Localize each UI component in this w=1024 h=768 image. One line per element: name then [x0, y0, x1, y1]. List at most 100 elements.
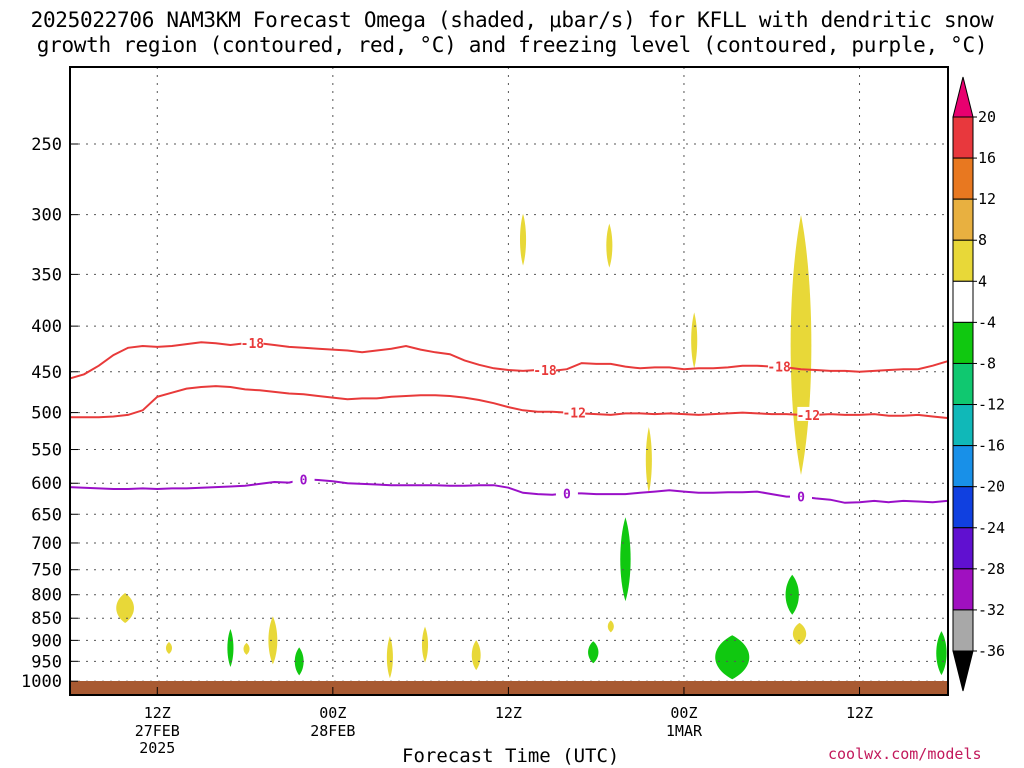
- y-tick-label: 550: [31, 441, 62, 461]
- contour-label-bg: [241, 335, 264, 350]
- contour-label: -12: [797, 409, 820, 424]
- omega-region: [792, 622, 807, 645]
- contour-label-bg: [768, 358, 791, 373]
- contour-label-bg: [555, 485, 578, 500]
- y-tick-label: 350: [31, 265, 62, 285]
- colorbar-segment: [952, 362, 974, 406]
- colorbar-label: -8: [978, 354, 996, 372]
- y-tick-label: 700: [31, 534, 62, 554]
- y-tick-label: 800: [31, 586, 62, 606]
- omega-region: [116, 593, 134, 624]
- omega-region: [386, 636, 393, 679]
- colorbar-label: 16: [978, 149, 996, 167]
- omega-region: [606, 223, 613, 268]
- contour-label: 0: [563, 487, 571, 502]
- omega-region: [227, 629, 234, 668]
- colorbar-segment: [952, 321, 974, 364]
- colorbar-segment: [952, 404, 974, 447]
- colorbar-label: -4: [978, 313, 996, 331]
- colorbar-segment: [952, 239, 974, 282]
- omega-region: [421, 626, 429, 663]
- colorbar-label: -20: [978, 478, 1005, 496]
- colorbar-label: -36: [978, 642, 1005, 660]
- colorbar-label: 4: [978, 272, 987, 290]
- colorbar-segment: [952, 280, 974, 323]
- plot-frame: [69, 66, 949, 696]
- omega-region: [620, 517, 631, 602]
- contour-label-bg: [790, 488, 812, 503]
- x-tick-label: 12Z: [144, 704, 171, 722]
- contour-label-bg: [563, 404, 586, 419]
- contour-label: -18: [241, 337, 265, 352]
- omega-region: [785, 574, 799, 615]
- grid-layer: [70, 67, 948, 695]
- contour-label: -18: [767, 361, 791, 376]
- chart-subtitle: growth region (contoured, red, °C) and f…: [36, 33, 988, 57]
- y-tick-label: 450: [31, 363, 62, 383]
- y-tick-label: 1000: [21, 672, 62, 692]
- x-tick-label: 00Z: [670, 704, 697, 722]
- colorbar-label: 12: [978, 190, 996, 208]
- contour-label-bg: [533, 362, 556, 377]
- colorbar-label: -24: [978, 519, 1005, 537]
- colorbar-label: -16: [978, 437, 1005, 455]
- omega-region: [936, 631, 947, 676]
- omega-region: [790, 215, 812, 476]
- x-tick-date: 1MAR: [666, 722, 703, 740]
- colorbar-segment: [952, 568, 974, 611]
- contour-layer: -18 -18 -18 -12 -12 0 0 0: [69, 335, 948, 506]
- y-tick-label: 950: [31, 652, 62, 672]
- x-axis-title: Forecast Time (UTC): [402, 745, 620, 767]
- y-tick-label: 250: [31, 135, 62, 155]
- colorbar-bottom-arrow: [952, 650, 974, 692]
- chart-title: 2025022706 NAM3KM Forecast Omega (shaded…: [30, 8, 994, 32]
- omega-region: [715, 635, 750, 680]
- omega-region: [471, 640, 481, 671]
- omega-region: [645, 426, 652, 493]
- colorbar-segment: [952, 157, 974, 200]
- contour-label-bg: [292, 471, 315, 486]
- contour-line: [69, 341, 948, 380]
- colorbar-label: -28: [978, 560, 1005, 578]
- omega-region: [268, 616, 278, 665]
- omega-region: [691, 312, 698, 369]
- x-tick-year: 2025: [139, 739, 175, 757]
- colorbar-label: 8: [978, 231, 987, 249]
- y-axis: 2503003504004505005506006507007508008509…: [21, 135, 78, 692]
- omega-region: [588, 641, 599, 664]
- omega-region: [607, 620, 614, 633]
- colorbar-segment: [952, 198, 974, 241]
- contour-label-bg: [797, 406, 820, 421]
- y-tick-label: 600: [31, 474, 62, 494]
- y-tick-label: 500: [31, 404, 62, 424]
- y-tick-label: 850: [31, 609, 62, 629]
- contour-label: 0: [300, 473, 308, 488]
- credit-text: coolwx.com/models: [828, 745, 982, 763]
- omega-region: [243, 642, 250, 655]
- colorbar-label: 20: [978, 108, 996, 126]
- colorbar-segment: [952, 486, 974, 529]
- ground-surface: [70, 681, 948, 695]
- x-tick-date: 28FEB: [310, 722, 355, 740]
- y-tick-label: 750: [31, 561, 62, 581]
- colorbar-segment: [952, 116, 974, 159]
- x-tick-label: 12Z: [495, 704, 522, 722]
- omega-region: [294, 647, 304, 676]
- colorbar-segment: [952, 609, 974, 652]
- y-tick-label: 900: [31, 631, 62, 651]
- colorbar-segment: [952, 445, 974, 488]
- x-tick-label: 00Z: [319, 704, 346, 722]
- colorbar-segment: [952, 527, 974, 570]
- y-tick-label: 300: [31, 206, 62, 226]
- y-tick-label: 400: [31, 317, 62, 337]
- y-tick-label: 650: [31, 505, 62, 525]
- x-tick-date: 27FEB: [135, 722, 180, 740]
- omega-region: [165, 642, 173, 655]
- colorbar-label: -12: [978, 396, 1005, 414]
- contour-label: 0: [797, 491, 805, 506]
- colorbar-top-arrow: [952, 76, 974, 118]
- x-tick-label: 12Z: [846, 704, 873, 722]
- contour-label: -12: [562, 407, 585, 422]
